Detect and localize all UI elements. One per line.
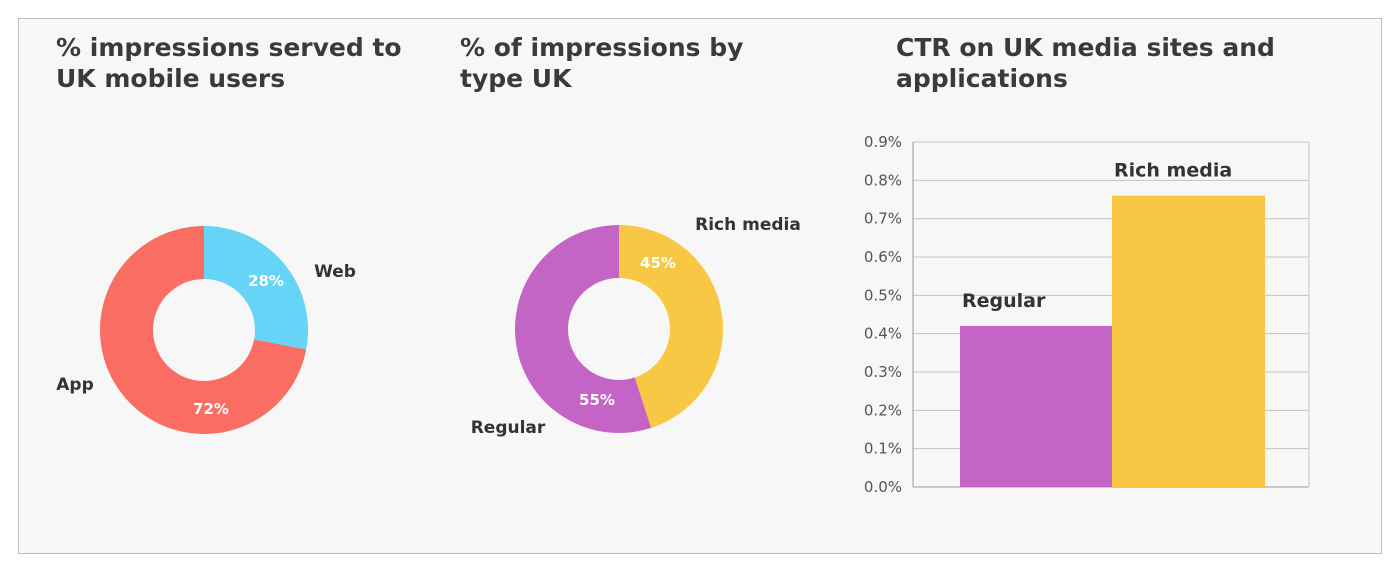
y-tick-label: 0.8% [864,171,902,189]
y-tick-label: 0.9% [864,133,902,151]
y-tick-label: 0.1% [864,440,902,458]
slice-value-label: 28% [248,272,284,290]
slice-value-label: 55% [579,391,615,409]
bar-category-label: Rich media [1114,160,1232,182]
slice-value-label: 45% [640,254,676,272]
y-tick-label: 0.0% [864,478,902,496]
bar-rich-media [1112,195,1265,487]
bar-category-label: Regular [962,290,1046,312]
slice-category-label: Web [314,262,356,282]
donut-slice-rich-media [619,225,724,428]
y-tick-label: 0.3% [864,363,902,381]
chart-title-ctr: CTR on UK media sites and applications [896,32,1316,94]
y-tick-label: 0.5% [864,286,902,304]
y-tick-label: 0.7% [864,210,902,228]
bar-regular [960,326,1113,487]
slice-category-label: Regular [471,418,546,438]
donut-slice-app [99,226,307,434]
donut-slice-regular [515,225,652,433]
title-line: UK mobile users [56,64,286,93]
title-line: % of impressions by [460,33,744,62]
slice-value-label: 72% [193,400,229,418]
title-line: CTR on UK media sites and [896,33,1275,62]
y-tick-label: 0.4% [864,325,902,343]
y-tick-label: 0.2% [864,401,902,419]
slice-category-label: Rich media [695,215,801,235]
title-line: type UK [460,64,572,93]
y-tick-label: 0.6% [864,248,902,266]
donut-slice-web [204,226,308,350]
chart-title-impressions-type: % of impressions by type UK [460,32,780,94]
chart-title-mobile-users: % impressions served to UK mobile users [56,32,416,94]
title-line: % impressions served to [56,33,402,62]
title-line: applications [896,64,1068,93]
slice-category-label: App [56,375,94,395]
